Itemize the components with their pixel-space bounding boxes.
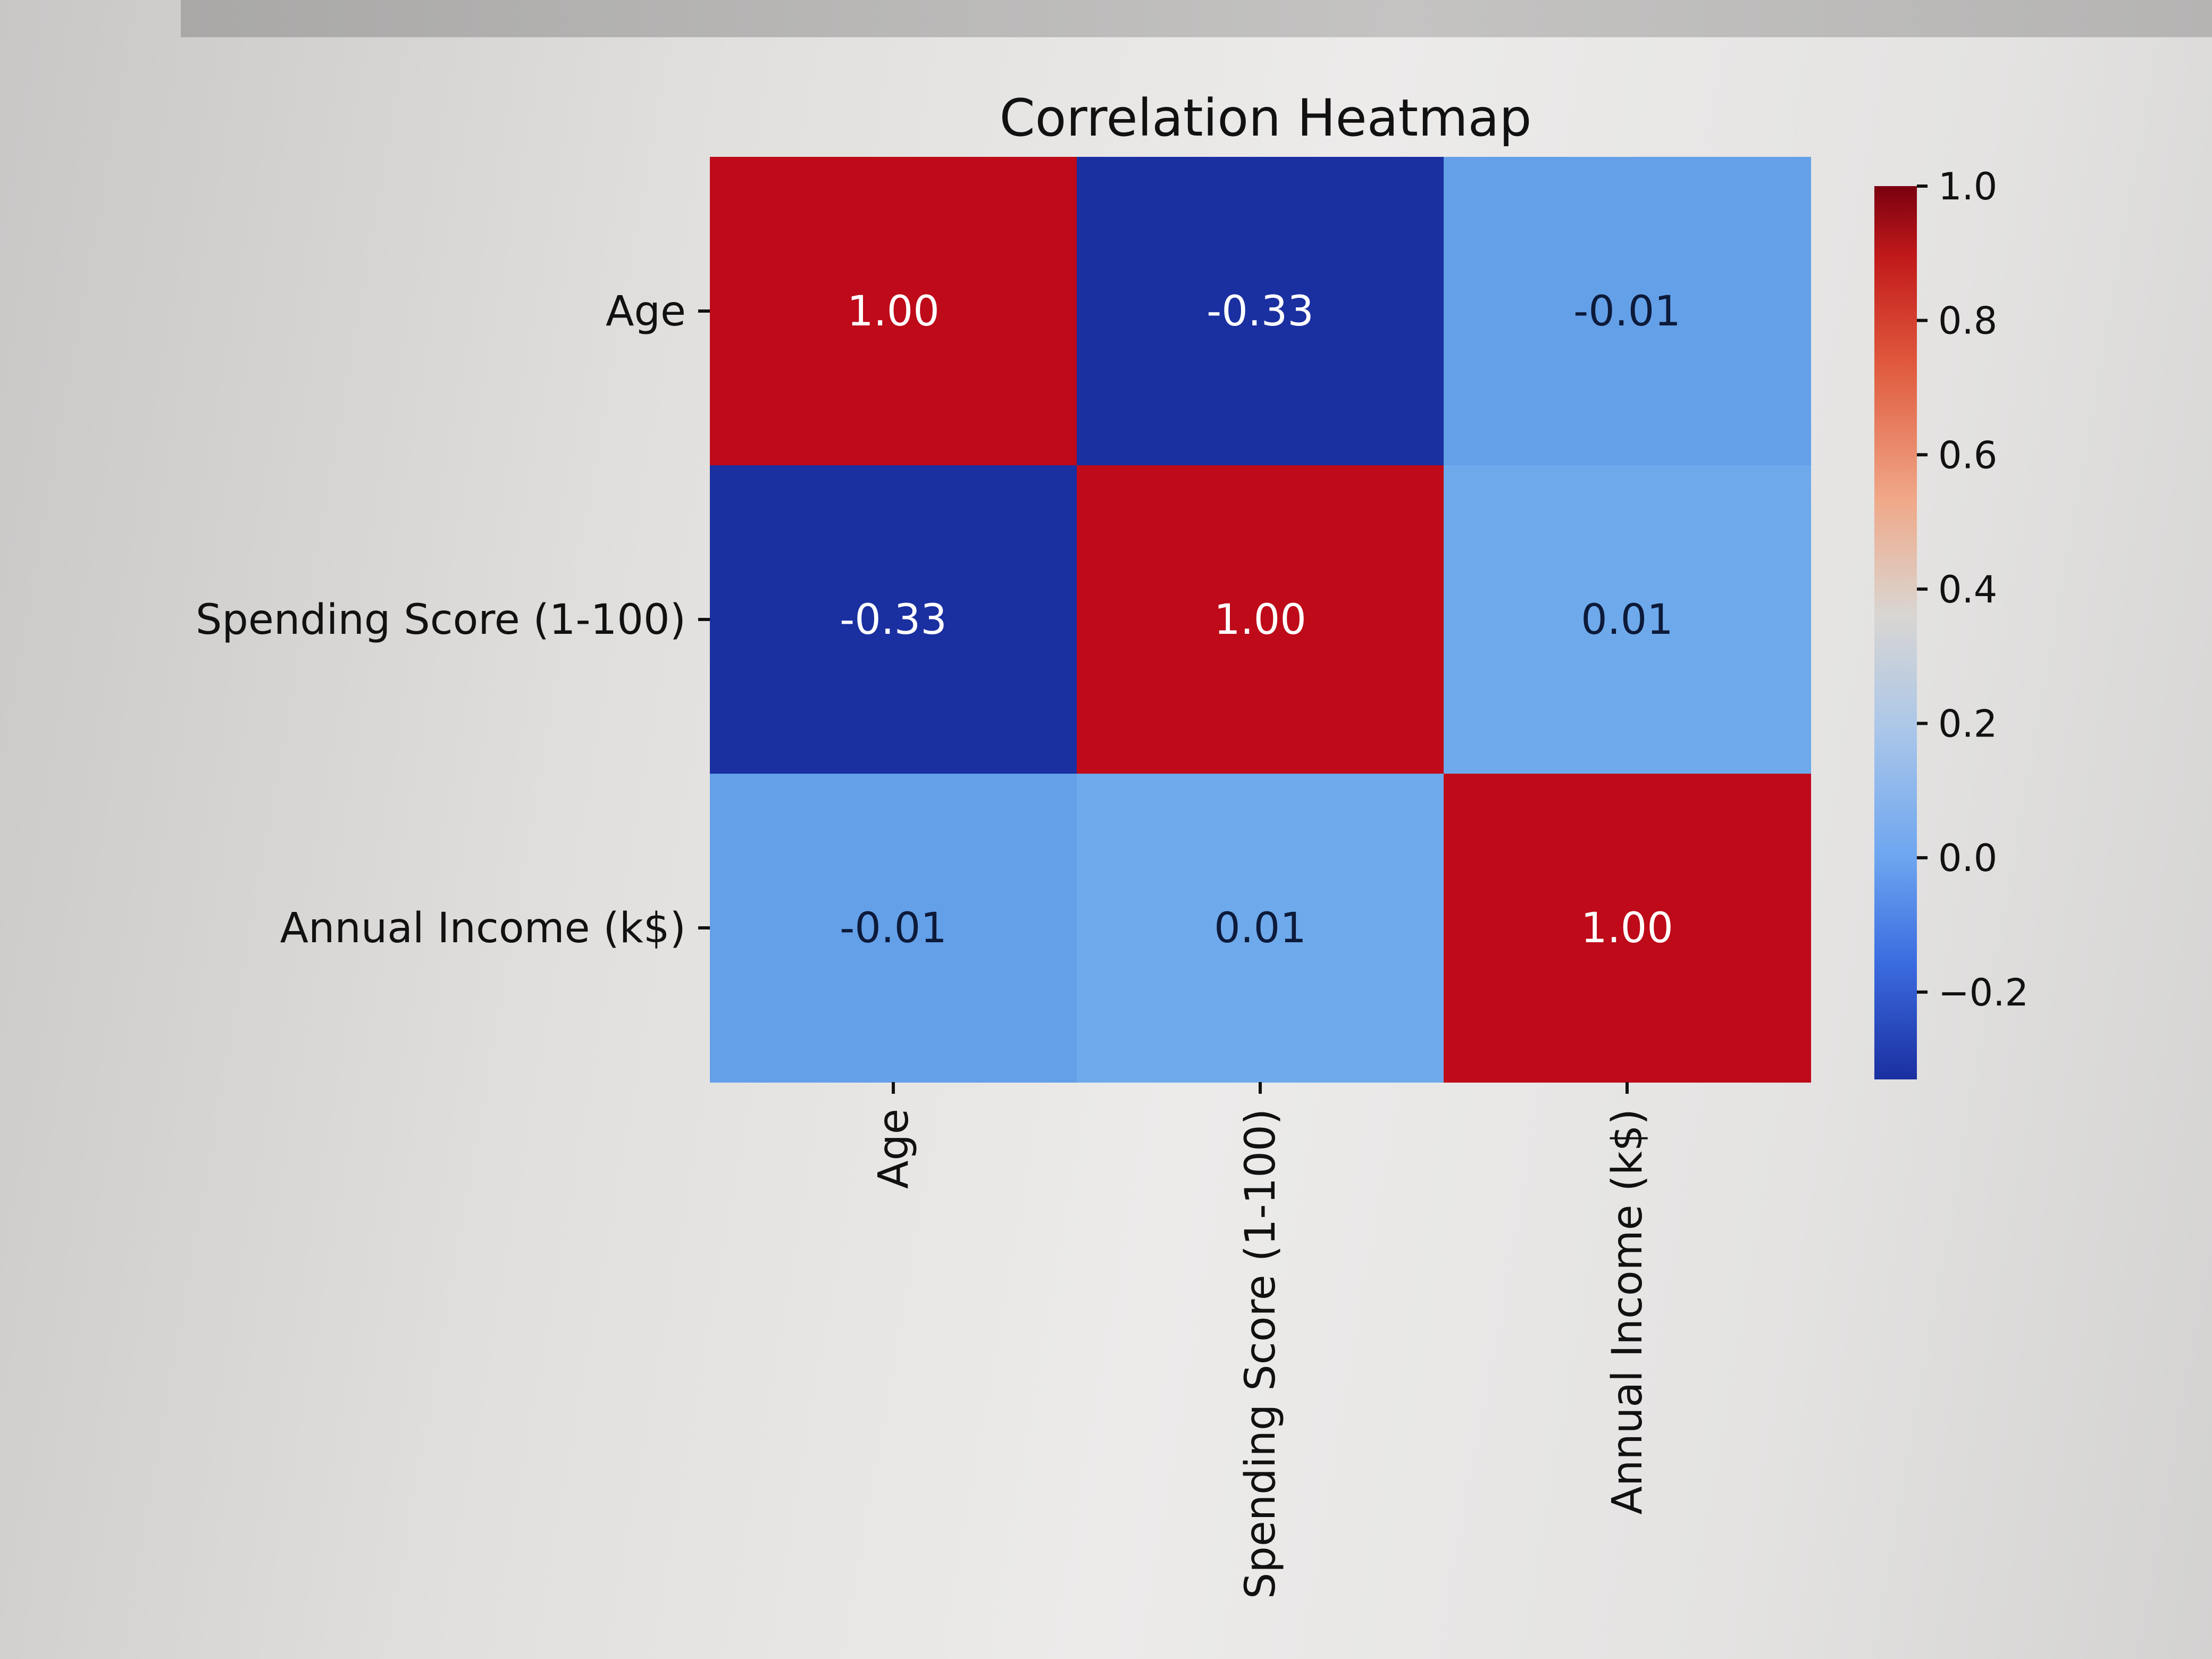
colorbar-tick-label: 0.4 bbox=[1938, 568, 1997, 611]
colorbar-tick-label: 0.0 bbox=[1938, 836, 1997, 880]
x-axis-ticks: Age Spending Score (1-100) Annual Income (… bbox=[870, 1082, 1652, 1599]
heatmap-cell bbox=[710, 465, 1077, 774]
cell-value-label: -0.33 bbox=[1206, 288, 1314, 336]
cell-value-label: 1.00 bbox=[847, 288, 940, 336]
cell-value-label: -0.01 bbox=[1573, 288, 1681, 336]
heatmap-cell bbox=[1077, 774, 1444, 1083]
heatmap-cell bbox=[710, 774, 1077, 1083]
heatmap-cell-labels: 1.00 -0.33 -0.01 -0.33 1.00 0.01 -0.01 0.01 1.00 bbox=[840, 288, 1681, 952]
y-axis-ticks: Age Spending Score (1-100) Annual Income (… bbox=[196, 288, 710, 952]
heatmap-cells bbox=[710, 157, 1811, 1083]
x-tick-label: Age bbox=[870, 1109, 918, 1189]
colorbar-tick-label: 0.6 bbox=[1938, 433, 1997, 477]
colorbar bbox=[1874, 186, 1917, 1079]
y-tick-label: Age bbox=[606, 288, 686, 336]
cell-value-label: 0.01 bbox=[1581, 596, 1673, 644]
cell-value-label: 1.00 bbox=[1214, 596, 1306, 644]
colorbar-tick-label: −0.2 bbox=[1938, 971, 2029, 1015]
heatmap-cell bbox=[1077, 157, 1444, 466]
x-tick-label: Annual Income (k$) bbox=[1604, 1109, 1652, 1514]
heatmap-cell bbox=[1077, 465, 1444, 774]
heatmap-cell bbox=[1444, 774, 1811, 1083]
cell-value-label: 1.00 bbox=[1581, 904, 1673, 952]
y-tick-label: Annual Income (k$) bbox=[280, 904, 686, 952]
heatmap-cell bbox=[1444, 465, 1811, 774]
cell-value-label: 0.01 bbox=[1214, 904, 1306, 952]
x-tick-label: Spending Score (1-100) bbox=[1237, 1109, 1285, 1599]
chart-title: Correlation Heatmap bbox=[1000, 88, 1532, 148]
colorbar-tick-label: 0.2 bbox=[1938, 702, 1997, 746]
cell-value-label: -0.33 bbox=[840, 596, 947, 644]
heatmap-cell bbox=[710, 157, 1077, 466]
colorbar-tick-label: 1.0 bbox=[1938, 165, 1997, 208]
colorbar-ticks: 1.0 0.8 0.6 0.4 0.2 0.0 −0.2 bbox=[1917, 165, 2029, 1015]
cell-value-label: -0.01 bbox=[840, 904, 947, 952]
y-tick-label: Spending Score (1-100) bbox=[196, 596, 686, 644]
monitor-top-edge bbox=[181, 0, 2212, 37]
heatmap-cell bbox=[1444, 157, 1811, 466]
colorbar-tick-label: 0.8 bbox=[1938, 299, 1997, 343]
